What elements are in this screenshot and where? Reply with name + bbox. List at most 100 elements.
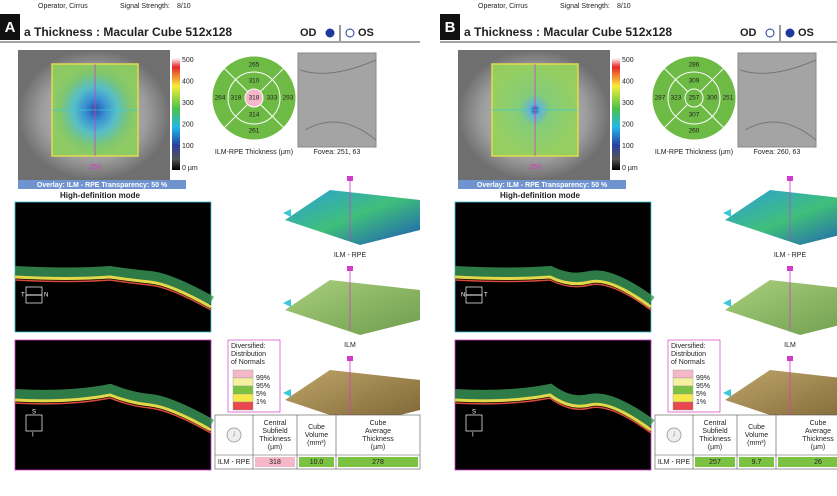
fovea: Fovea: 251, 63 [314, 149, 361, 156]
etdrs-outer-value: 287 [655, 95, 666, 102]
surface-label: ILM - RPE [334, 252, 367, 259]
table-header: Central [704, 420, 727, 427]
operator: Operator, Cirrus [38, 3, 88, 10]
table-header: (µm) [268, 444, 283, 451]
colorbar-tick: 400 [182, 78, 194, 85]
surface-arrow [723, 389, 731, 397]
surface-3d [725, 280, 837, 335]
colorbar-tick: 100 [182, 143, 194, 150]
legend-item: 1% [696, 399, 706, 406]
table-header: Volume [745, 432, 768, 439]
legend-title: Distribution [671, 351, 706, 358]
eye-os: OS [798, 27, 814, 39]
colorbar-tick: 500 [182, 57, 194, 64]
color-bar [172, 58, 180, 170]
eye-od-radio [766, 29, 774, 37]
legend-title: of Normals [671, 359, 705, 366]
surface-3d [285, 190, 420, 245]
eye-od: OD [740, 27, 757, 39]
signal-label: Signal Strength: [120, 3, 170, 10]
table-header: (µm) [811, 444, 826, 451]
legend-item: 5% [256, 391, 266, 398]
legend-item: 1% [256, 399, 266, 406]
etdrs-outer-value: 293 [283, 95, 294, 102]
surface-arrow [723, 299, 731, 307]
legend-swatch [233, 402, 253, 410]
table-header: Central [264, 420, 287, 427]
table-cell-text: 257 [709, 459, 721, 466]
legend-item: 99% [256, 375, 270, 382]
table-cell-text: 278 [372, 459, 384, 466]
etdrs-outer-value: 261 [249, 128, 260, 135]
legend-item: 95% [696, 383, 710, 390]
legend-swatch [233, 386, 253, 394]
surface-3d [285, 280, 420, 335]
table-header: Cube [370, 420, 387, 427]
etdrs-caption: ILM-RPE Thickness (µm) [215, 149, 293, 156]
legend-swatch [673, 394, 693, 402]
fundus-photo [738, 53, 816, 147]
surface-3d [725, 190, 837, 245]
colorbar-tick: 300 [622, 100, 634, 107]
table-cell [778, 457, 837, 467]
legend-swatch [233, 378, 253, 386]
eye-od: OD [300, 27, 317, 39]
map-marker: 256 [529, 164, 541, 171]
orient-v-top: S [32, 410, 36, 416]
surface-marker [787, 176, 793, 181]
table-cell-text: 9.7 [752, 459, 762, 466]
legend-swatch [233, 370, 253, 378]
orient-h-left: N [461, 293, 465, 299]
table-header: Subfield [702, 428, 727, 435]
etdrs-center-value: 318 [249, 95, 260, 102]
etdrs-inner-value: 333 [267, 95, 278, 102]
etdrs-outer-value: 251 [723, 95, 734, 102]
overlay-caption: Overlay: ILM - RPE Transparency: 50 % [37, 182, 168, 189]
color-bar [612, 58, 620, 170]
eye-os-radio [346, 29, 354, 37]
fundus-photo [298, 53, 376, 147]
hd-mode: High-definition mode [500, 191, 581, 200]
report-panel: Operator, CirrusSignal Strength:8/10Ba T… [440, 3, 837, 470]
map-marker: 256 [89, 164, 101, 171]
legend-title: of Normals [231, 359, 265, 366]
colorbar-tick: 200 [182, 122, 194, 129]
overlay-caption: Overlay: ILM - RPE Transparency: 50 % [477, 182, 608, 189]
colorbar-tick: 300 [182, 100, 194, 107]
table-cell-text: 318 [269, 459, 281, 466]
etdrs-center-value: 257 [689, 95, 700, 102]
legend-swatch [673, 386, 693, 394]
fovea: Fovea: 260, 63 [754, 149, 801, 156]
table-header: Volume [305, 432, 328, 439]
colorbar-tick: 0 µm [622, 165, 638, 172]
orient-h-right: N [44, 293, 48, 299]
legend-item: 95% [256, 383, 270, 390]
report-title: a Thickness : Macular Cube 512x128 [24, 25, 232, 39]
etdrs-outer-value: 286 [689, 62, 700, 69]
etdrs-inner-value: 323 [671, 95, 682, 102]
table-header: Average [805, 428, 831, 435]
legend-swatch [673, 402, 693, 410]
surface-arrow [283, 299, 291, 307]
colorbar-tick: 400 [622, 78, 634, 85]
colorbar-tick: 200 [622, 122, 634, 129]
etdrs-inner-value: 314 [249, 112, 260, 119]
table-header: Cube [810, 420, 827, 427]
report-title: a Thickness : Macular Cube 512x128 [464, 25, 672, 39]
signal-strength: 8/10 [177, 3, 191, 10]
etdrs-outer-value: 260 [689, 128, 700, 135]
table-header: Thickness [259, 436, 291, 443]
legend-item: 5% [696, 391, 706, 398]
etdrs-inner-value: 307 [689, 112, 700, 119]
table-cell-text: ILM - RPE [218, 459, 251, 466]
legend-swatch [673, 378, 693, 386]
etdrs-outer-value: 264 [215, 95, 226, 102]
orient-v-top: S [472, 410, 476, 416]
legend-item: 99% [696, 375, 710, 382]
legend-title: Diversified: [231, 343, 266, 350]
surface-arrow [283, 209, 291, 217]
surface-marker [787, 356, 793, 361]
surface-marker [347, 176, 353, 181]
etdrs-caption: ILM-RPE Thickness (µm) [655, 149, 733, 156]
eye-od-radio [326, 29, 334, 37]
